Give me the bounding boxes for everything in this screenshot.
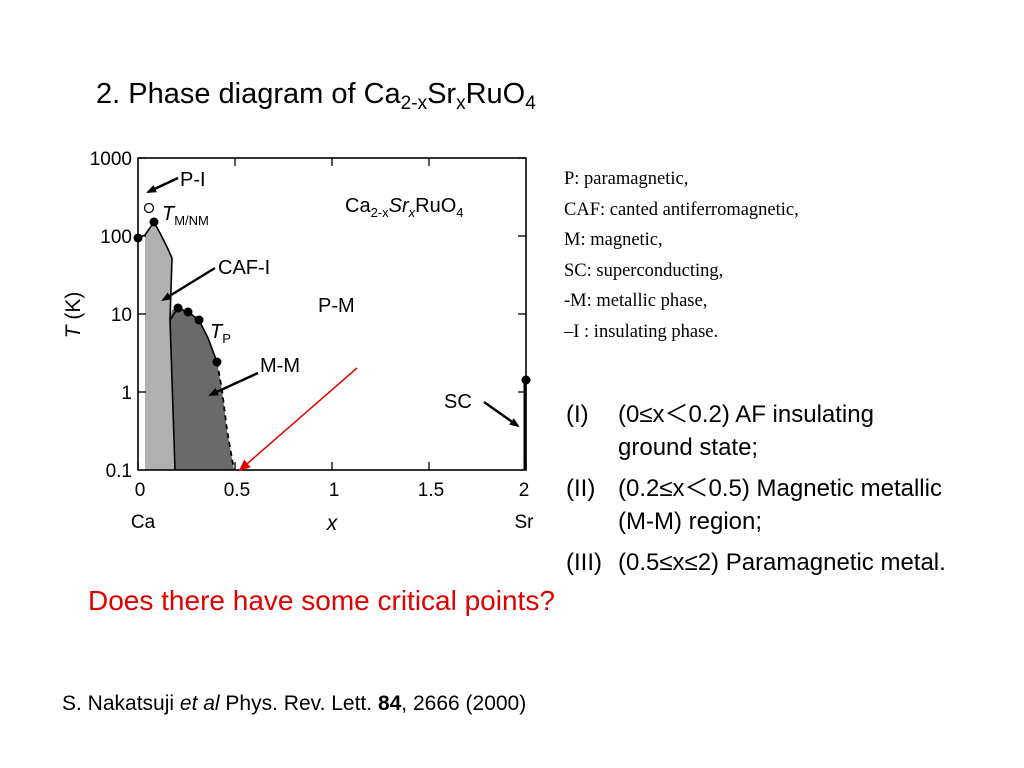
region-text: (0≤x＜0.2) AF insulating ground state; — [618, 401, 874, 461]
annotation-arrows — [146, 176, 520, 428]
y-tick-labels: 1000 100 10 1 0.1 — [90, 149, 132, 482]
region-number: (I) — [566, 401, 589, 428]
region-item: (I) (0≤x＜0.2) AF insulating ground state… — [566, 398, 946, 464]
label-p-i: P-I — [180, 169, 206, 191]
tp-dashed-boundary — [216, 361, 235, 471]
region-item: (II) (0.2≤x＜0.5) Magnetic metallic (M-M)… — [566, 472, 946, 538]
region-number: (II) — [566, 475, 596, 502]
citation: S. Nakatsuji et al Phys. Rev. Lett. 84, … — [62, 692, 527, 715]
label-p-m: P-M — [318, 295, 355, 317]
red-arrow — [238, 367, 358, 472]
critical-points-question: Does there have some critical points? — [88, 585, 555, 616]
y-tick-1: 1 — [121, 383, 132, 404]
legend-item: -M: metallic phase, — [564, 291, 708, 311]
x-tick-1: 1 — [329, 480, 340, 501]
region-item: (III) (0.5≤x≤2) Paramagnetic metal. — [566, 546, 946, 579]
label-tm: TM/NM — [162, 203, 209, 228]
x-end-label-ca: Ca — [131, 512, 156, 533]
m-m-region — [170, 308, 234, 470]
tm-open-point — [143, 202, 155, 214]
legend-item: –I : insulating phase. — [564, 321, 719, 342]
region-list: (I) (0≤x＜0.2) AF insulating ground state… — [566, 398, 946, 587]
x-tick-0: 0 — [135, 480, 146, 501]
compound-label: Ca2-xSrxRuO4 — [345, 195, 464, 220]
phase-diagram: 1000 100 10 1 0.1 0 0.5 1 1.5 2 Ca Sr x … — [62, 149, 535, 535]
caf-i-region — [145, 222, 175, 470]
y-tick-100: 100 — [100, 227, 132, 248]
legend-item: CAF: canted antiferromagnetic, — [564, 199, 799, 220]
legend-item: P: paramagnetic, — [564, 169, 689, 189]
region-number: (III) — [566, 549, 602, 576]
x-tick-labels: 0 0.5 1 1.5 2 — [135, 480, 530, 501]
label-sc: SC — [444, 391, 472, 413]
x-axis-label: x — [326, 512, 339, 535]
y-axis-label: T (K) — [62, 292, 85, 339]
label-caf-i: CAF-I — [218, 257, 270, 279]
slide-title: 2. Phase diagram of Ca2-xSrxRuO4 — [96, 78, 536, 114]
legend-item: M: magnetic, — [564, 230, 663, 250]
ticks — [137, 157, 527, 470]
abbreviation-legend: P: paramagnetic, CAF: canted antiferroma… — [564, 164, 799, 347]
label-m-m: M-M — [260, 355, 300, 377]
y-tick-1000: 1000 — [90, 149, 132, 170]
region-text: (0.5≤x≤2) Paramagnetic metal. — [618, 549, 946, 576]
x-tick-2: 2 — [519, 480, 530, 501]
y-tick-0.1: 0.1 — [106, 461, 132, 482]
y-tick-10: 10 — [111, 305, 132, 326]
legend-item: SC: superconducting, — [564, 260, 724, 281]
x-tick-1.5: 1.5 — [418, 480, 444, 501]
region-text: (0.2≤x＜0.5) Magnetic metallic (M-M) regi… — [618, 475, 942, 535]
x-tick-0.5: 0.5 — [224, 480, 250, 501]
caf-i-boundary — [137, 220, 176, 471]
label-tp: TP — [210, 321, 231, 346]
x-end-label-sr: Sr — [515, 512, 535, 533]
